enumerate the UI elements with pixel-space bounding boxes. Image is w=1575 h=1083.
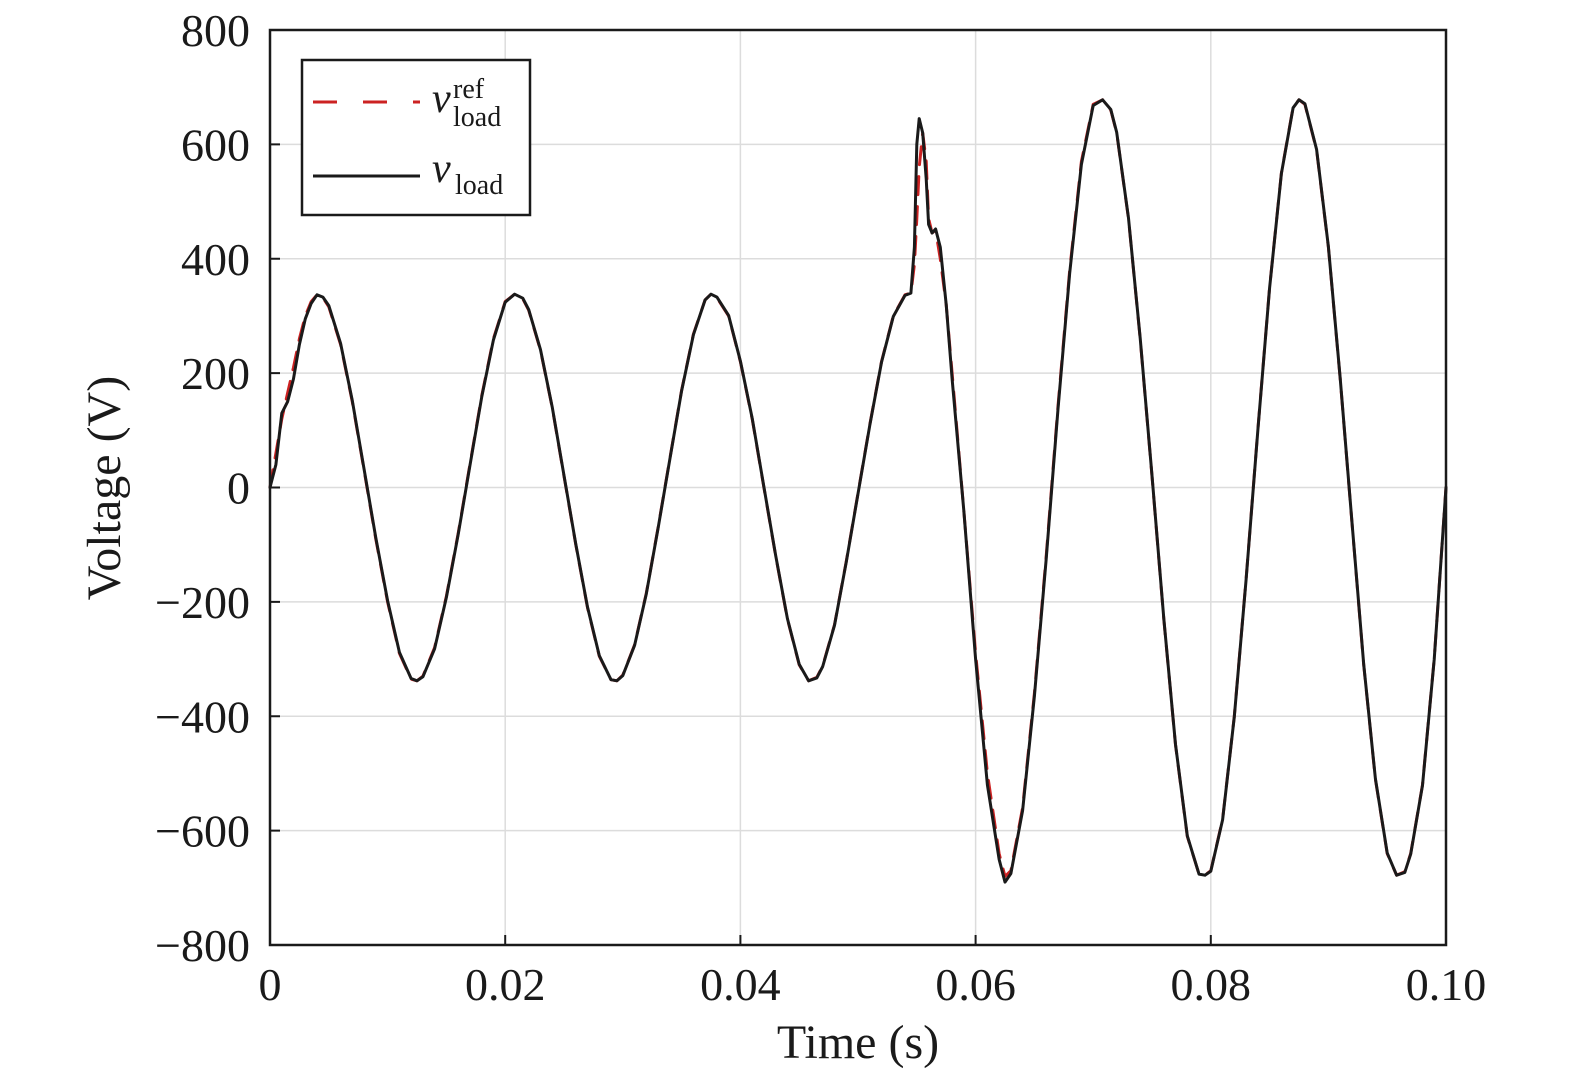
y-tick-label: 600 <box>181 119 250 170</box>
data-series <box>268 98 1448 884</box>
x-tick-label: 0.02 <box>465 959 546 1010</box>
y-tick-label: −800 <box>155 920 250 971</box>
legend: v ref load v load <box>300 58 532 217</box>
legend-subscript-vload: load <box>455 170 503 201</box>
axis-ticks: 0 0.02 0.04 0.06 0.08 0.10 800 600 400 200 0 −200 −4… <box>155 5 1486 1010</box>
legend-box <box>300 58 532 217</box>
x-tick-label: 0.08 <box>1171 959 1252 1010</box>
y-tick-label: 800 <box>181 5 250 56</box>
y-tick-label: −400 <box>155 691 250 742</box>
series-line-v-load <box>268 98 1448 884</box>
x-tick-label: 0.04 <box>700 959 781 1010</box>
legend-symbol: v <box>432 146 451 192</box>
legend-symbol: v <box>432 76 451 122</box>
y-tick-label: 0 <box>227 463 250 514</box>
x-axis-label: Time (s) <box>777 1016 939 1069</box>
x-tick-label: 0 <box>259 959 282 1010</box>
y-tick-label: −200 <box>155 577 250 628</box>
legend-superscript-vref: ref <box>453 74 485 105</box>
legend-subscript-vref: load <box>453 102 501 133</box>
x-tick-label: 0.10 <box>1406 959 1487 1010</box>
y-axis-label: Voltage (V) <box>78 376 131 600</box>
legend-label-vload: v <box>432 146 451 192</box>
x-tick-label: 0.06 <box>935 959 1016 1010</box>
y-tick-label: −600 <box>155 806 250 857</box>
legend-label-vref: v <box>432 76 451 122</box>
y-tick-label: 200 <box>181 348 250 399</box>
y-tick-label: 400 <box>181 234 250 285</box>
